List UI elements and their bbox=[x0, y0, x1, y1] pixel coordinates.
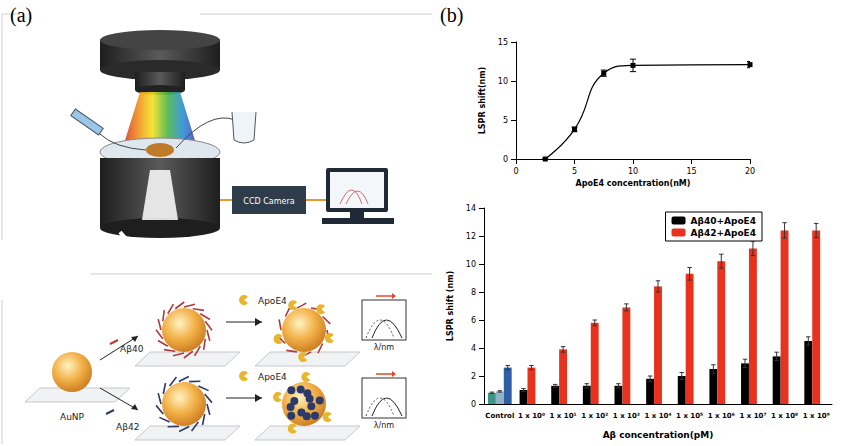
svg-text:λ/nm: λ/nm bbox=[374, 343, 395, 352]
svg-text:1 x 10⁹: 1 x 10⁹ bbox=[803, 412, 830, 420]
svg-text:8: 8 bbox=[471, 288, 476, 297]
svg-text:0: 0 bbox=[471, 400, 476, 409]
svg-text:1 x 10⁵: 1 x 10⁵ bbox=[676, 412, 703, 420]
svg-text:λ/nm: λ/nm bbox=[374, 421, 395, 430]
svg-text:1 x 10⁶: 1 x 10⁶ bbox=[708, 412, 735, 420]
svg-text:14: 14 bbox=[466, 204, 476, 213]
html-text:(a): (a) bbox=[10, 4, 33, 26]
svg-text:Control: Control bbox=[485, 412, 514, 420]
svg-text:10: 10 bbox=[466, 260, 476, 269]
svg-text:AuNP: AuNP bbox=[60, 412, 85, 422]
html-text:(b): (b) bbox=[440, 4, 464, 26]
svg-text:12: 12 bbox=[466, 232, 476, 241]
svg-text:LSPR shift(nm): LSPR shift(nm) bbox=[478, 67, 487, 135]
svg-text:5: 5 bbox=[503, 116, 508, 125]
svg-text:0: 0 bbox=[513, 167, 518, 176]
svg-text:CCD Camera: CCD Camera bbox=[243, 197, 294, 206]
svg-text:ApoE4: ApoE4 bbox=[258, 372, 287, 382]
svg-text:1 x 10²: 1 x 10² bbox=[581, 412, 608, 420]
svg-text:Aβ42+ApoE4: Aβ42+ApoE4 bbox=[691, 228, 756, 238]
svg-text:ApoE4 concentration(nM): ApoE4 concentration(nM) bbox=[576, 179, 691, 188]
svg-text:1 x 10⁷: 1 x 10⁷ bbox=[739, 412, 766, 420]
svg-text:10: 10 bbox=[628, 167, 638, 176]
svg-text:Aβ40: Aβ40 bbox=[120, 344, 144, 354]
svg-text:1 x 10³: 1 x 10³ bbox=[613, 412, 640, 420]
svg-text:Aβ concentration(pM): Aβ concentration(pM) bbox=[603, 430, 714, 440]
svg-text:4: 4 bbox=[471, 344, 476, 353]
svg-text:5: 5 bbox=[572, 167, 577, 176]
svg-text:1 x 10⁰: 1 x 10⁰ bbox=[518, 412, 545, 420]
svg-text:10: 10 bbox=[498, 77, 508, 86]
svg-text:2: 2 bbox=[471, 372, 476, 381]
svg-text:Aβ40+ApoE4: Aβ40+ApoE4 bbox=[691, 216, 756, 226]
svg-text:15: 15 bbox=[498, 38, 508, 47]
svg-text:ApoE4: ApoE4 bbox=[258, 296, 287, 306]
svg-text:1 x 10⁴: 1 x 10⁴ bbox=[644, 412, 671, 420]
svg-text:0: 0 bbox=[503, 155, 508, 164]
svg-text:15: 15 bbox=[686, 167, 696, 176]
svg-text:20: 20 bbox=[745, 167, 755, 176]
svg-text:6: 6 bbox=[471, 316, 476, 325]
svg-text:1 x 10⁸: 1 x 10⁸ bbox=[771, 412, 798, 420]
svg-text:Aβ42: Aβ42 bbox=[116, 422, 139, 432]
svg-text:LSPR shift (nm): LSPR shift (nm) bbox=[446, 271, 455, 341]
svg-text:1 x 10¹: 1 x 10¹ bbox=[550, 412, 577, 420]
